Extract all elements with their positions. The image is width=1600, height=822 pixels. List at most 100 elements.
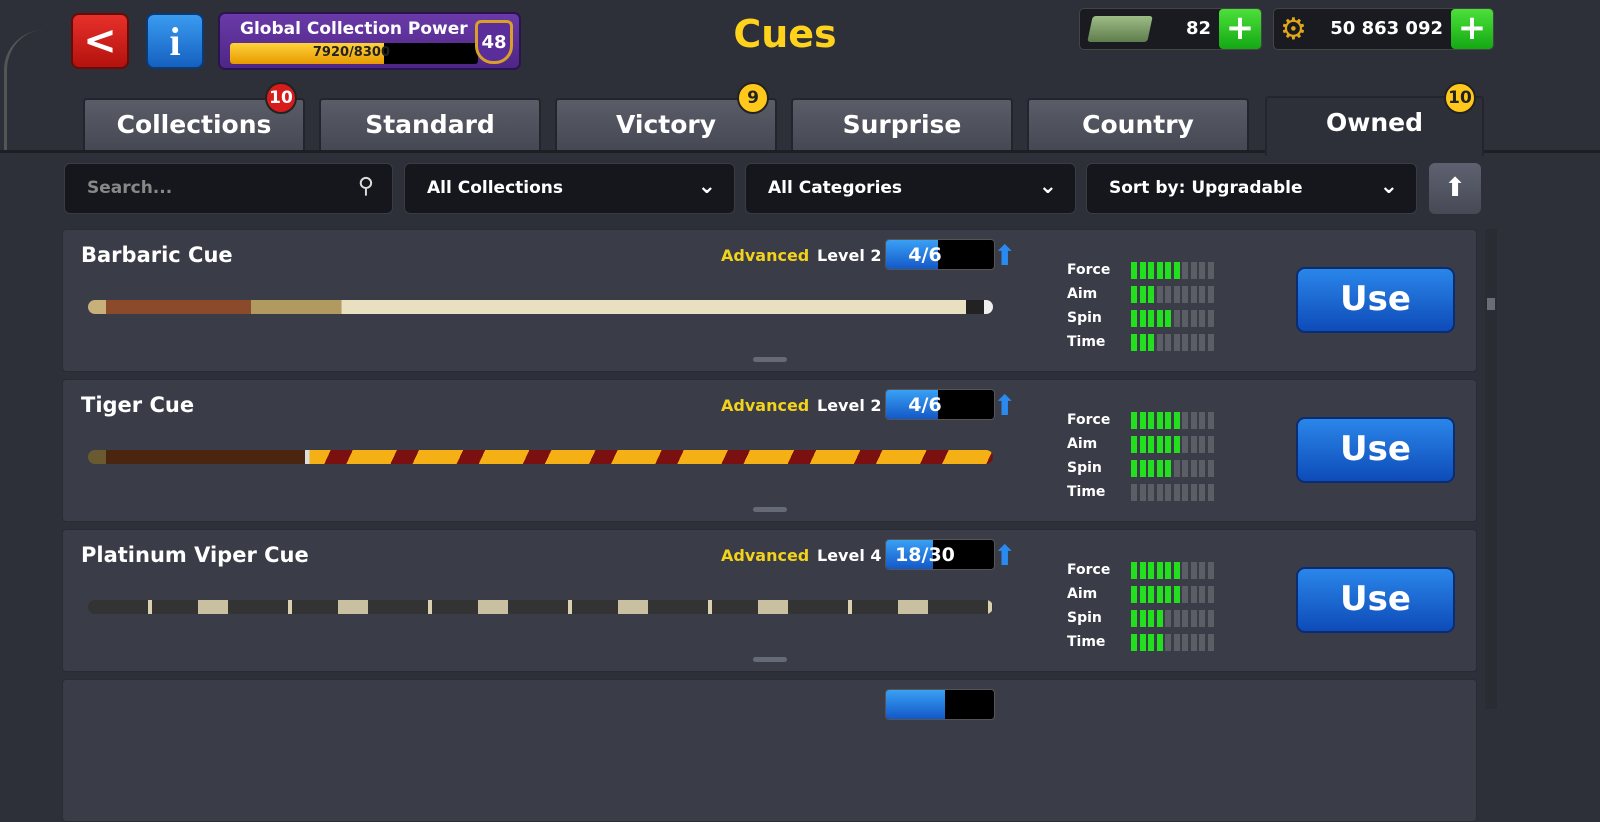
stat-segment (1139, 483, 1146, 501)
tab-label: Owned (1326, 108, 1423, 137)
stat-segment (1131, 585, 1137, 603)
progress-bar (885, 689, 995, 720)
coin-gear-icon: ⚙ (1280, 12, 1307, 47)
stat-segment (1207, 483, 1214, 501)
stat-segment (1182, 285, 1188, 303)
tab-standard[interactable]: Standard (319, 98, 541, 150)
stat-segment (1139, 411, 1146, 429)
scrollbar-thumb[interactable] (1487, 298, 1495, 310)
cue-stats: Force Aim Spin Time (1067, 258, 1216, 354)
cue-card-partial (62, 679, 1477, 822)
stat-segment (1207, 459, 1214, 477)
stat-label: Spin (1067, 310, 1102, 326)
stat-segment (1131, 459, 1137, 477)
stat-label: Spin (1067, 460, 1102, 476)
tab-country[interactable]: Country (1027, 98, 1249, 150)
info-icon: i (169, 18, 181, 64)
cue-card[interactable]: Platinum Viper Cue Advanced Level 4 18/3… (62, 529, 1477, 672)
stat-segment (1165, 411, 1171, 429)
tab-victory[interactable]: Victory (555, 98, 777, 150)
stat-segment (1190, 585, 1197, 603)
stat-aim: Aim (1067, 432, 1216, 456)
cue-name: Platinum Viper Cue (81, 543, 309, 567)
search-placeholder: Search... (87, 178, 173, 198)
sort-dropdown[interactable]: Sort by: Upgradable ⌄ (1086, 163, 1417, 214)
cue-image (88, 300, 993, 314)
stat-segment (1156, 633, 1163, 651)
stat-force: Force (1067, 408, 1216, 432)
use-button[interactable]: Use (1296, 567, 1455, 633)
tab-divider (0, 150, 1600, 153)
collections-dropdown[interactable]: All Collections ⌄ (404, 163, 735, 214)
upgrade-arrow-icon[interactable]: ⬆ (993, 539, 1017, 572)
back-button[interactable]: < (71, 13, 129, 69)
stat-segment (1148, 561, 1154, 579)
cash-value: 82 (1185, 18, 1211, 39)
stat-segment (1173, 411, 1180, 429)
decorative-arc (4, 30, 44, 150)
global-collection-power[interactable]: Global Collection Power 7920/8300 48 (218, 12, 521, 70)
stat-segment (1131, 483, 1137, 501)
stat-segment (1156, 585, 1163, 603)
tab-surprise[interactable]: Surprise (791, 98, 1013, 150)
page-title: Cues (733, 12, 837, 56)
use-button[interactable]: Use (1296, 267, 1455, 333)
stat-segment (1190, 483, 1197, 501)
stat-segment (1199, 285, 1205, 303)
scrollbar[interactable] (1485, 229, 1497, 709)
cue-card[interactable]: Tiger Cue Advanced Level 2 4/6 ⬆ Force Ai… (62, 379, 1477, 522)
upgrade-arrow-icon[interactable]: ⬆ (993, 389, 1017, 422)
stat-segment (1148, 333, 1154, 351)
stat-label: Aim (1067, 586, 1098, 602)
categories-dropdown[interactable]: All Categories ⌄ (745, 163, 1076, 214)
stat-segment (1156, 285, 1163, 303)
add-cash-button[interactable]: + (1219, 9, 1261, 49)
expand-handle[interactable] (753, 507, 787, 512)
stat-segment (1173, 285, 1180, 303)
cue-card[interactable]: Barbaric Cue Advanced Level 2 4/6 ⬆ Forc… (62, 229, 1477, 372)
cue-tier: Advanced (721, 396, 810, 415)
info-button[interactable]: i (146, 13, 204, 69)
add-coins-button[interactable]: + (1451, 9, 1493, 49)
cue-tier: Advanced (721, 546, 810, 565)
cue-image (88, 450, 993, 464)
stat-segment (1207, 333, 1214, 351)
stat-segment (1173, 333, 1180, 351)
chevron-down-icon: ⌄ (1379, 174, 1398, 199)
stat-label: Time (1067, 484, 1106, 500)
expand-handle[interactable] (753, 657, 787, 662)
level-shield-icon: 48 (475, 20, 513, 64)
stat-segment (1207, 435, 1214, 453)
stat-segment (1139, 459, 1146, 477)
upgrade-arrow-icon[interactable]: ⬆ (993, 239, 1017, 272)
stat-segment (1199, 561, 1205, 579)
use-button[interactable]: Use (1296, 417, 1455, 483)
stat-segment (1139, 261, 1146, 279)
stat-segment (1165, 561, 1171, 579)
chevron-down-icon: ⌄ (697, 174, 716, 199)
stat-segment (1156, 483, 1163, 501)
stat-segment (1199, 435, 1205, 453)
stat-segment (1156, 333, 1163, 351)
stat-segment (1182, 609, 1188, 627)
upgrade-progress-text: 4/6 (908, 394, 942, 416)
sort-direction-button[interactable]: ⬆ (1429, 163, 1481, 214)
collections-value: All Collections (427, 178, 563, 198)
stat-segment (1131, 435, 1137, 453)
stat-segment (1165, 633, 1171, 651)
cue-level: Level 4 (817, 546, 882, 565)
expand-handle[interactable] (753, 357, 787, 362)
stat-segment (1182, 585, 1188, 603)
stat-segment (1148, 633, 1154, 651)
cash-display: 82 + (1079, 8, 1262, 50)
stat-label: Force (1067, 562, 1111, 578)
stat-segment (1148, 585, 1154, 603)
search-input[interactable]: Search... ⚲ (64, 163, 393, 214)
stat-segment (1199, 483, 1205, 501)
stat-spin: Spin (1067, 456, 1216, 480)
stat-segment (1207, 585, 1214, 603)
stat-segment (1199, 309, 1205, 327)
stat-segment (1165, 609, 1171, 627)
stat-segment (1182, 333, 1188, 351)
stat-label: Force (1067, 412, 1111, 428)
